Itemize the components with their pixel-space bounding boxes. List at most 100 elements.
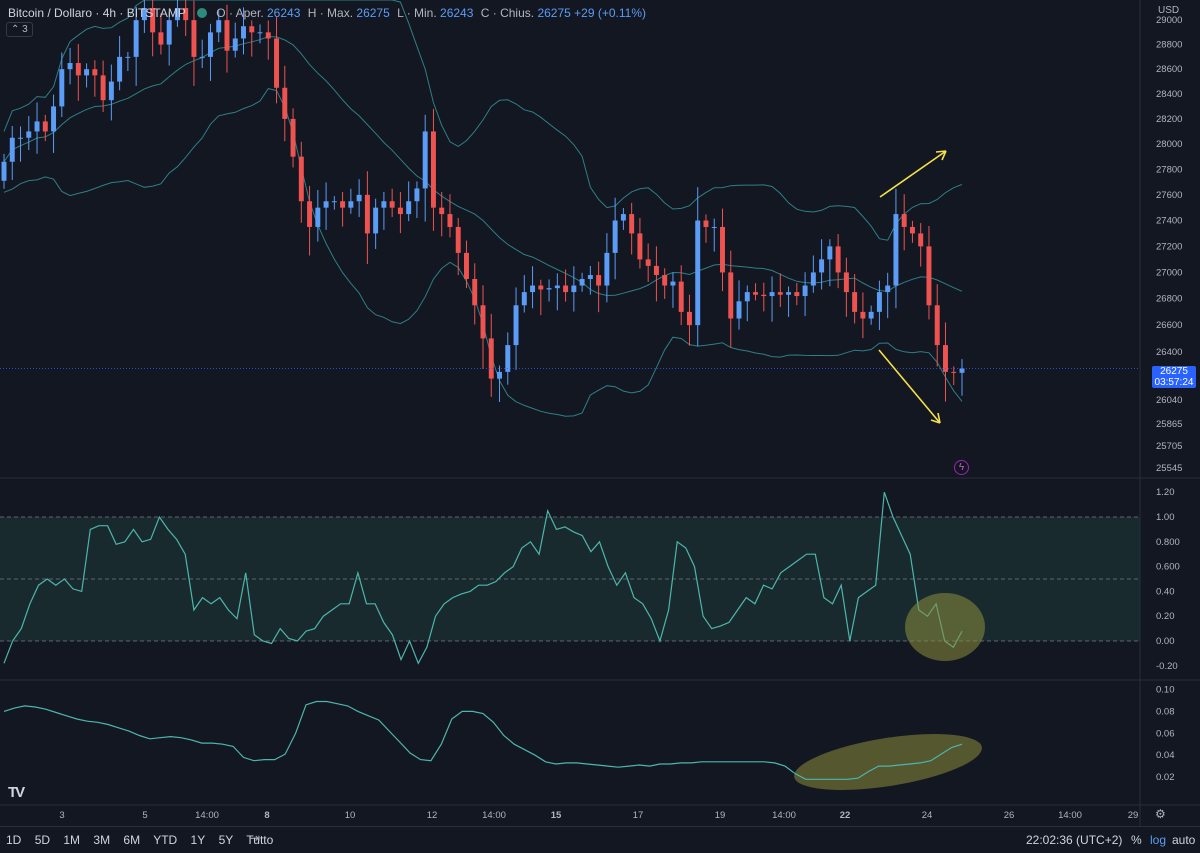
candle-body bbox=[389, 201, 395, 208]
candle-body bbox=[42, 121, 48, 132]
tradingview-logo-icon[interactable]: TV bbox=[8, 784, 25, 801]
candle-body bbox=[571, 285, 577, 293]
candle-body bbox=[943, 345, 948, 372]
candle-body bbox=[893, 214, 899, 286]
candle-body bbox=[75, 63, 81, 76]
price-tick-label: 26400 bbox=[1156, 347, 1182, 358]
last-price: 26275 bbox=[1160, 366, 1188, 377]
goto-date-icon[interactable]: ⇥ bbox=[250, 831, 261, 845]
candle-body bbox=[257, 32, 263, 34]
candle-body bbox=[736, 301, 742, 319]
candle-body bbox=[612, 220, 618, 253]
time-tick-label: 10 bbox=[345, 810, 356, 821]
osc1-tick-label: 0.800 bbox=[1156, 537, 1180, 548]
range-1d[interactable]: 1D bbox=[6, 833, 22, 847]
candle-body bbox=[191, 20, 197, 57]
symbol-title[interactable]: Bitcoin / Dollaro · 4h · BITSTAMP bbox=[8, 6, 186, 20]
candle-body bbox=[18, 137, 23, 139]
change-value: +29 (+0.11%) bbox=[574, 6, 646, 20]
candle-body bbox=[472, 278, 478, 306]
candle-body bbox=[447, 214, 453, 227]
candle-body bbox=[587, 275, 593, 279]
bollinger-basis bbox=[3, 36, 963, 297]
candle-body bbox=[670, 281, 676, 286]
candle-body bbox=[852, 292, 858, 312]
candle-body bbox=[637, 233, 643, 260]
candle-body bbox=[843, 272, 849, 293]
candle-body bbox=[860, 311, 866, 319]
time-tick-label: 19 bbox=[715, 810, 726, 821]
price-tick-label: 27600 bbox=[1156, 190, 1182, 201]
price-tick-label: 27000 bbox=[1156, 267, 1182, 278]
osc1-line bbox=[3, 492, 963, 665]
indicator-count: 3 bbox=[22, 24, 28, 35]
candle-body bbox=[554, 285, 560, 289]
candle-body bbox=[174, 8, 180, 21]
time-tick-label: 3 bbox=[59, 810, 64, 821]
price-tick-label: 25545 bbox=[1156, 463, 1182, 474]
price-tick-label: 26040 bbox=[1156, 395, 1182, 406]
candle-body bbox=[959, 368, 965, 373]
candle-body bbox=[307, 201, 313, 227]
log-scale-toggle[interactable]: log bbox=[1150, 833, 1167, 847]
candle-body bbox=[340, 201, 346, 208]
candle-body bbox=[92, 69, 98, 76]
candle-body bbox=[720, 226, 725, 273]
price-tick-label: 28800 bbox=[1156, 40, 1182, 51]
candle-body bbox=[59, 69, 65, 107]
price-tick-label: 27800 bbox=[1156, 164, 1182, 175]
percent-scale-toggle[interactable]: % bbox=[1131, 833, 1142, 847]
range-all[interactable]: Tutto bbox=[246, 833, 274, 847]
high-value: 26275 bbox=[356, 6, 390, 20]
indicators-toggle-button[interactable]: ⌃ 3 bbox=[6, 22, 33, 37]
candle-body bbox=[819, 259, 825, 273]
arrow-down-annotation bbox=[878, 349, 941, 424]
osc1-tick-label: 1.00 bbox=[1156, 512, 1175, 523]
candle-body bbox=[381, 201, 387, 208]
candle-body bbox=[397, 207, 403, 215]
lightning-icon[interactable]: ϟ bbox=[954, 460, 969, 475]
osc2-line bbox=[3, 700, 963, 780]
candle-body bbox=[926, 246, 932, 306]
time-tick-label: 14:00 bbox=[772, 810, 796, 821]
range-1y[interactable]: 1Y bbox=[190, 833, 206, 847]
range-ytd[interactable]: YTD bbox=[153, 833, 178, 847]
time-tick-label: 14:00 bbox=[482, 810, 506, 821]
candle-body bbox=[133, 20, 139, 57]
candle-body bbox=[530, 285, 536, 293]
candle-body bbox=[298, 156, 304, 202]
time-tick-label: 22 bbox=[840, 810, 851, 821]
candle-body bbox=[868, 311, 874, 319]
price-tick-label: 27400 bbox=[1156, 216, 1182, 227]
clock-timezone[interactable]: 22:02:36 (UTC+2) bbox=[1026, 833, 1123, 847]
candle-body bbox=[430, 131, 436, 208]
currency-selector[interactable]: USD bbox=[1158, 5, 1180, 16]
candle-body bbox=[455, 226, 461, 253]
settings-gear-icon[interactable]: ⚙ bbox=[1155, 807, 1166, 821]
candle-body bbox=[620, 214, 626, 221]
range-5y[interactable]: 5Y bbox=[218, 833, 234, 847]
candle-body bbox=[753, 292, 759, 295]
candle-body bbox=[686, 311, 692, 326]
candle-body bbox=[497, 371, 502, 379]
price-tick-label: 28200 bbox=[1156, 114, 1182, 125]
range-3m[interactable]: 3M bbox=[93, 833, 111, 847]
bar-countdown: 03:57:24 bbox=[1154, 377, 1194, 388]
range-6m[interactable]: 6M bbox=[123, 833, 141, 847]
open-value: 26243 bbox=[267, 6, 301, 20]
range-1m[interactable]: 1M bbox=[63, 833, 81, 847]
candle-body bbox=[166, 20, 172, 45]
candle-body bbox=[802, 285, 808, 297]
candle-body bbox=[356, 194, 362, 202]
auto-scale-toggle[interactable]: auto bbox=[1172, 833, 1196, 847]
candle-body bbox=[513, 305, 519, 346]
candle-body bbox=[505, 345, 511, 372]
candle-body bbox=[158, 32, 164, 45]
osc1-tick-label: 0.600 bbox=[1156, 562, 1180, 573]
last-price-label: 26275 03:57:24 bbox=[1152, 366, 1196, 388]
candle-body bbox=[315, 207, 321, 227]
range-5d[interactable]: 5D bbox=[34, 833, 51, 847]
candle-body bbox=[241, 26, 246, 39]
candle-body bbox=[951, 371, 957, 373]
